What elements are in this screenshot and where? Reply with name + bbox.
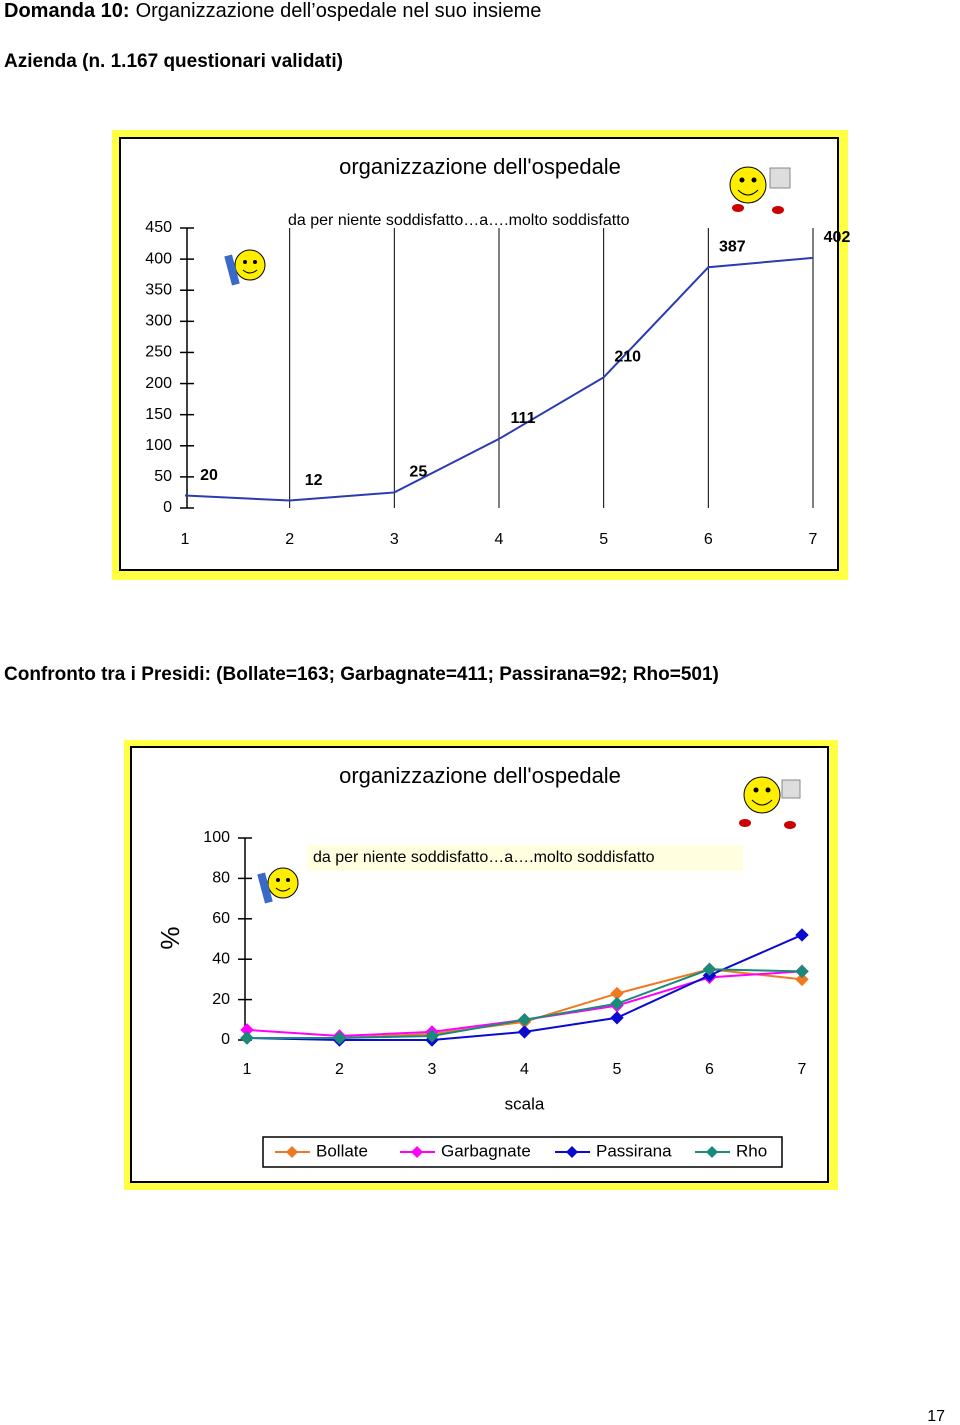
heading-bold: Domanda 10:: [4, 0, 130, 22]
data-label: 12: [305, 472, 323, 489]
y-tick-label: 50: [154, 468, 172, 485]
marker: [702, 962, 717, 977]
y-tick-label: 400: [145, 250, 172, 267]
marker: [795, 972, 809, 987]
y-tick-label: 100: [145, 437, 172, 454]
x-tick-label: 6: [705, 1061, 714, 1078]
x-tick-label: 3: [428, 1061, 437, 1078]
annotation-box: [307, 845, 743, 871]
marker: [610, 1011, 624, 1025]
y-tick-label: 60: [212, 910, 230, 927]
x-tick-label: 3: [390, 531, 399, 548]
heading: Domanda 10: Organizzazione dell’ospedale …: [4, 0, 541, 22]
marker: [795, 928, 809, 942]
y-tick-label: 150: [145, 406, 172, 423]
legend-marker: [286, 1146, 298, 1158]
data-label: 20: [200, 467, 218, 484]
annotation: da per niente soddisfatto…a….molto soddi…: [313, 849, 655, 866]
marker: [795, 964, 809, 979]
chart-panel: [130, 746, 829, 1183]
heading-rest: Organizzazione dell’ospedale nel suo ins…: [136, 0, 542, 22]
x-tick-label: 4: [520, 1061, 529, 1078]
data-label: 111: [511, 410, 536, 427]
y-tick-label: 200: [145, 375, 172, 392]
x-tick-label: 1: [243, 1061, 252, 1078]
data-label: 210: [614, 349, 641, 366]
annotation-box: [282, 208, 718, 234]
chart-title: organizzazione dell'ospedale: [339, 763, 621, 788]
x-tick-label: 1: [181, 531, 190, 548]
marker: [517, 1013, 532, 1027]
x-tick-label: 6: [704, 531, 713, 548]
legend-marker: [706, 1146, 718, 1158]
y-tick-label: 0: [163, 499, 172, 516]
legend-label: Passirana: [596, 1141, 672, 1160]
data-label: 387: [719, 238, 746, 255]
x-tick-label: 5: [613, 1061, 622, 1078]
line: [184, 256, 814, 502]
marker: [425, 1029, 439, 1043]
y-tick-label: 0: [221, 1031, 230, 1048]
legend-label: Garbagnate: [441, 1141, 531, 1160]
smiley: [729, 166, 791, 214]
chart-title: organizzazione dell'ospedale: [339, 154, 621, 179]
x-tick-label: 2: [285, 531, 294, 548]
x-tick-label: 2: [335, 1061, 344, 1078]
data-label: 402: [824, 229, 851, 246]
legend-label: Rho: [736, 1141, 767, 1160]
x-axis-label: scala: [505, 1094, 545, 1113]
x-tick-label: 7: [798, 1061, 807, 1078]
page-number: 17: [927, 1408, 945, 1425]
x-tick-label: 7: [809, 531, 818, 548]
legend-label: Bollate: [316, 1141, 368, 1160]
chart-panel: [119, 137, 839, 571]
marker: [332, 1031, 347, 1045]
subtitle: Azienda (n. 1.167 questionari validati): [4, 51, 343, 72]
marker: [610, 996, 624, 1011]
smiley: [257, 867, 299, 904]
smiley: [224, 249, 266, 286]
annotation: da per niente soddisfatto…a….molto soddi…: [288, 212, 630, 229]
x-tick-label: 5: [599, 531, 608, 548]
legend-marker: [566, 1146, 578, 1158]
y-axis-label: %: [155, 926, 185, 949]
section-title: Confronto tra i Presidi: (Bollate=163; G…: [4, 664, 719, 685]
y-tick-label: 20: [212, 991, 230, 1008]
y-tick-label: 40: [212, 950, 230, 967]
y-tick-label: 350: [145, 281, 172, 298]
y-tick-label: 80: [212, 870, 230, 887]
y-tick-label: 300: [145, 313, 172, 330]
data-label: 25: [409, 464, 427, 481]
y-tick-label: 250: [145, 344, 172, 361]
y-tick-label: 450: [145, 219, 172, 236]
smiley: [739, 776, 801, 829]
x-tick-label: 4: [495, 531, 504, 548]
marker: [517, 1025, 532, 1039]
marker: [240, 1031, 254, 1045]
legend-marker: [411, 1146, 423, 1158]
y-tick-label: 100: [203, 829, 230, 846]
